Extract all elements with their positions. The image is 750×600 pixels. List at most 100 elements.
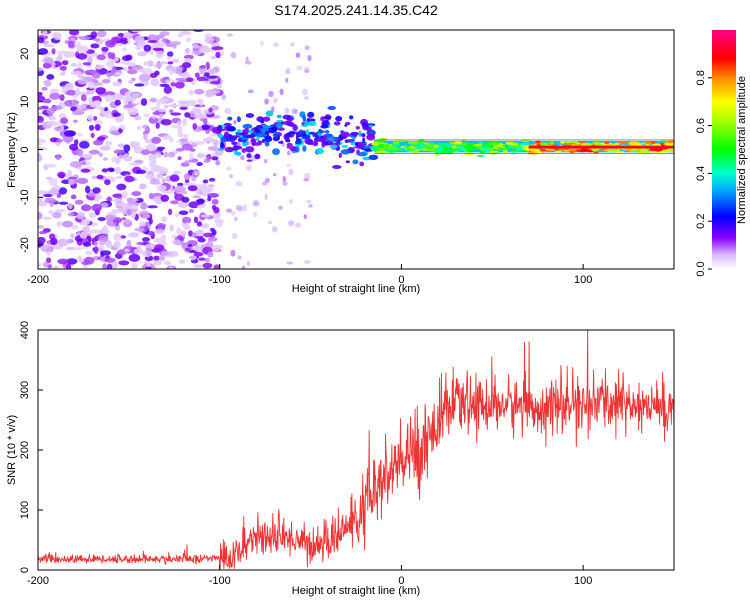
heatmap-cell: [112, 112, 121, 117]
heatmap-cell: [353, 132, 358, 138]
heatmap-cell: [226, 126, 236, 132]
heatmap-cell: [178, 79, 188, 83]
heatmap-cell: [59, 124, 65, 132]
snr-panel: -200 -100 0 100 0 100 200 300 400 Height of str…: [6, 321, 675, 597]
heatmap-cell: [171, 59, 180, 63]
heatmap-cell: [268, 127, 277, 134]
heatmap-cell: [263, 125, 272, 129]
spectrogram-x-label: Height of straight line (km): [292, 283, 420, 295]
y-tick-label: 20: [19, 48, 31, 60]
heatmap-cell: [114, 166, 121, 175]
heatmap-cell: [288, 220, 295, 227]
heatmap-cell: [359, 161, 365, 167]
heatmap-cell: [252, 211, 258, 218]
heatmap-cell: [140, 202, 148, 210]
heatmap-cell: [604, 141, 610, 144]
heatmap-cell: [221, 94, 226, 100]
heatmap-cell: [579, 148, 590, 153]
heatmap-cell: [135, 45, 142, 51]
heatmap-cell: [188, 89, 194, 96]
heatmap-cell: [341, 144, 348, 149]
heatmap-cell: [354, 141, 360, 146]
heatmap-cell: [286, 145, 291, 149]
heatmap-cell: [40, 244, 51, 248]
heatmap-cell: [38, 262, 42, 268]
heatmap-cell: [97, 136, 106, 141]
heatmap-cell: [242, 204, 248, 212]
heatmap-cell: [108, 168, 115, 173]
heatmap-cell: [38, 138, 44, 143]
heatmap-cell: [183, 133, 189, 140]
heatmap-cell: [156, 184, 167, 191]
heatmap-cell: [56, 139, 64, 143]
heatmap-cell: [245, 164, 252, 171]
heatmap-cell: [194, 112, 201, 116]
heatmap-cell: [229, 174, 233, 179]
heatmap-cell: [148, 218, 153, 225]
heatmap-cell: [118, 260, 130, 266]
heatmap-cell: [177, 100, 189, 104]
heatmap-cell: [196, 221, 203, 227]
heatmap-cell: [210, 56, 217, 60]
heatmap-cell: [171, 235, 178, 239]
heatmap-cell: [224, 107, 232, 115]
heatmap-cell: [208, 107, 213, 113]
heatmap-cell: [345, 160, 350, 164]
heatmap-cell: [159, 31, 170, 36]
heatmap-cell: [77, 78, 89, 85]
heatmap-cell: [202, 187, 211, 195]
heatmap-cell: [167, 208, 173, 216]
heatmap-cell: [366, 135, 375, 138]
snr-x-label: Height of straight line (km): [292, 585, 420, 597]
heatmap-cell: [90, 43, 100, 49]
heatmap-cell: [60, 117, 69, 124]
heatmap-cell: [114, 99, 122, 106]
heatmap-cell: [177, 132, 184, 138]
heatmap-cell: [66, 258, 78, 265]
heatmap-cell: [361, 133, 366, 138]
heatmap-cell: [324, 120, 329, 123]
heatmap-cell: [262, 138, 266, 143]
heatmap-cell: [194, 88, 205, 95]
heatmap-cell: [38, 190, 49, 195]
heatmap-cell: [126, 208, 132, 216]
heatmap-cell: [302, 145, 307, 152]
heatmap-cell: [74, 199, 84, 205]
heatmap-cell: [82, 241, 92, 247]
heatmap-cell: [480, 144, 493, 147]
heatmap-cell: [61, 60, 69, 66]
heatmap-cell: [189, 152, 194, 161]
heatmap-cell: [208, 192, 220, 198]
heatmap-cell: [142, 213, 150, 219]
heatmap-cell: [69, 143, 79, 151]
heatmap-cell: [256, 135, 260, 142]
heatmap-cell: [119, 37, 128, 42]
heatmap-cell: [174, 213, 180, 218]
heatmap-cell: [280, 140, 284, 145]
spectrogram-x-ticks: -200 -100 0 100: [27, 264, 592, 286]
heatmap-cell: [155, 200, 162, 205]
heatmap-cell: [76, 211, 86, 220]
heatmap-cell: [95, 65, 103, 70]
spectrogram-y-ticks: -20 -10 0 10 20: [19, 48, 43, 253]
y-tick-label: 0: [19, 567, 31, 573]
heatmap-cell: [120, 96, 127, 101]
heatmap-cell: [479, 141, 484, 145]
heatmap-cell: [358, 143, 367, 146]
heatmap-cell: [560, 140, 565, 144]
heatmap-cell: [199, 65, 207, 69]
heatmap-cell: [176, 227, 182, 235]
heatmap-cell: [436, 147, 444, 151]
y-tick-label: -10: [19, 189, 31, 205]
heatmap-cell: [59, 94, 65, 101]
heatmap-cell: [126, 61, 137, 67]
heatmap-cell: [265, 110, 274, 117]
heatmap-cell: [250, 138, 256, 143]
heatmap-cell: [408, 150, 415, 153]
heatmap-cell: [111, 261, 118, 269]
heatmap-cell: [38, 142, 42, 147]
heatmap-cell: [351, 136, 356, 140]
heatmap-cell: [304, 120, 309, 128]
heatmap-cell: [198, 257, 206, 261]
heatmap-cell: [488, 141, 501, 145]
